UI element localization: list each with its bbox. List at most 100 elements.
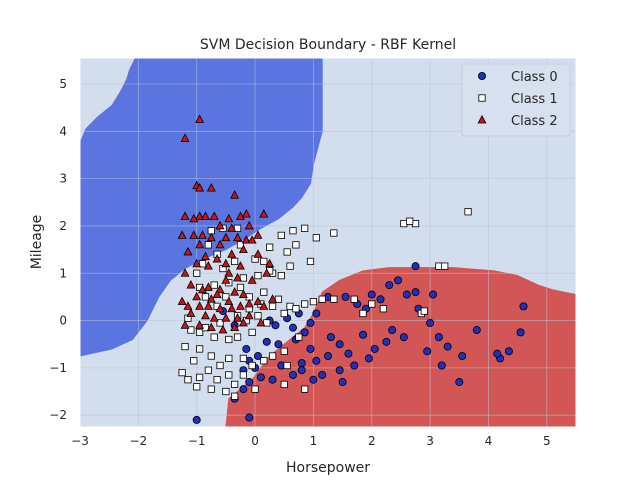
point-class-1 <box>312 234 320 242</box>
point-class-1 <box>260 257 268 266</box>
point-class-2 <box>215 303 225 313</box>
point-class-0 <box>271 321 280 330</box>
point-class-1 <box>306 257 315 266</box>
point-class-2 <box>180 133 190 142</box>
point-class-1 <box>280 380 288 389</box>
point-class-2 <box>230 190 240 199</box>
point-class-0 <box>326 333 335 342</box>
point-class-2 <box>262 268 272 277</box>
point-class-0 <box>245 413 254 422</box>
point-class-1 <box>280 309 288 318</box>
point-class-2 <box>189 230 199 239</box>
point-class-0 <box>274 340 283 349</box>
point-class-1 <box>248 328 256 336</box>
point-class-1 <box>222 293 230 301</box>
legend-label-class-1: Class 1 <box>511 92 558 107</box>
point-class-0 <box>429 290 438 299</box>
point-class-2 <box>215 220 225 230</box>
point-class-1 <box>181 342 189 351</box>
point-class-1 <box>283 248 291 256</box>
x-axis-label: Horsepower <box>286 460 370 476</box>
point-class-2 <box>227 249 237 258</box>
point-class-2 <box>238 244 248 253</box>
y-tick-label: 3 <box>59 172 67 186</box>
x-tick-label: −1 <box>188 434 206 448</box>
point-class-2 <box>203 282 213 291</box>
point-class-0 <box>262 337 271 346</box>
series-class-2 <box>177 114 278 334</box>
point-class-1 <box>268 302 277 310</box>
point-class-1 <box>260 288 268 296</box>
point-class-2 <box>259 209 269 218</box>
point-class-0 <box>239 385 248 394</box>
point-class-2 <box>200 211 210 220</box>
point-class-1 <box>406 217 414 225</box>
point-class-1 <box>213 376 221 384</box>
point-class-1 <box>193 383 201 391</box>
point-class-1 <box>204 366 212 374</box>
legend-label-class-2: Class 2 <box>511 114 558 129</box>
point-class-2 <box>221 258 231 268</box>
point-class-2 <box>236 301 245 310</box>
point-class-1 <box>330 229 338 237</box>
point-class-0 <box>297 366 306 375</box>
point-class-0 <box>192 415 201 424</box>
point-class-0 <box>306 344 315 353</box>
point-class-0 <box>367 290 376 299</box>
legend-label-class-0: Class 0 <box>511 70 558 85</box>
point-class-2 <box>227 223 237 232</box>
point-class-0 <box>288 323 297 332</box>
point-class-2 <box>198 284 208 294</box>
point-class-2 <box>253 296 263 306</box>
point-class-0 <box>312 356 321 365</box>
point-class-1 <box>201 293 210 301</box>
point-class-0 <box>300 328 309 337</box>
point-class-2 <box>203 261 213 270</box>
point-class-1 <box>196 373 204 381</box>
point-class-2 <box>195 320 205 329</box>
x-tick-label: 0 <box>251 434 259 448</box>
point-class-2 <box>265 258 275 268</box>
point-class-1 <box>204 241 212 249</box>
y-tick-labels: −2 −1 0 1 2 3 4 5 <box>49 77 67 422</box>
point-class-2 <box>186 308 196 317</box>
point-class-1 <box>277 272 285 280</box>
point-class-1 <box>225 335 233 344</box>
y-tick-label: 2 <box>59 219 67 233</box>
y-tick-label: 5 <box>59 77 67 91</box>
point-class-2 <box>209 211 219 220</box>
point-class-0 <box>519 302 528 311</box>
point-class-1 <box>309 298 318 306</box>
point-class-1 <box>231 392 239 400</box>
point-class-2 <box>195 114 205 123</box>
point-class-0 <box>516 328 525 337</box>
point-class-2 <box>195 239 205 249</box>
point-class-2 <box>195 211 205 220</box>
point-class-2 <box>198 230 208 239</box>
point-class-1 <box>196 345 204 353</box>
point-class-2 <box>221 313 231 322</box>
point-class-0 <box>458 352 467 361</box>
point-class-0 <box>335 340 344 349</box>
point-class-1 <box>268 352 277 360</box>
point-class-1 <box>207 385 215 393</box>
point-class-1 <box>280 347 288 355</box>
point-class-0 <box>309 375 318 384</box>
point-class-1 <box>254 312 262 320</box>
point-class-0 <box>297 359 306 368</box>
point-class-1 <box>225 371 233 379</box>
point-class-2 <box>256 317 266 327</box>
point-class-2 <box>224 296 234 306</box>
point-class-0 <box>318 370 327 379</box>
point-class-0 <box>242 344 251 353</box>
point-class-2 <box>241 235 251 244</box>
point-class-1 <box>193 269 201 277</box>
point-class-0 <box>335 366 344 375</box>
point-class-1 <box>286 262 294 270</box>
point-class-0 <box>256 373 265 382</box>
point-class-2 <box>180 320 190 329</box>
y-tick-label: −1 <box>49 361 67 375</box>
point-class-0 <box>443 342 452 351</box>
point-class-0 <box>472 326 481 335</box>
point-class-1 <box>216 361 224 370</box>
